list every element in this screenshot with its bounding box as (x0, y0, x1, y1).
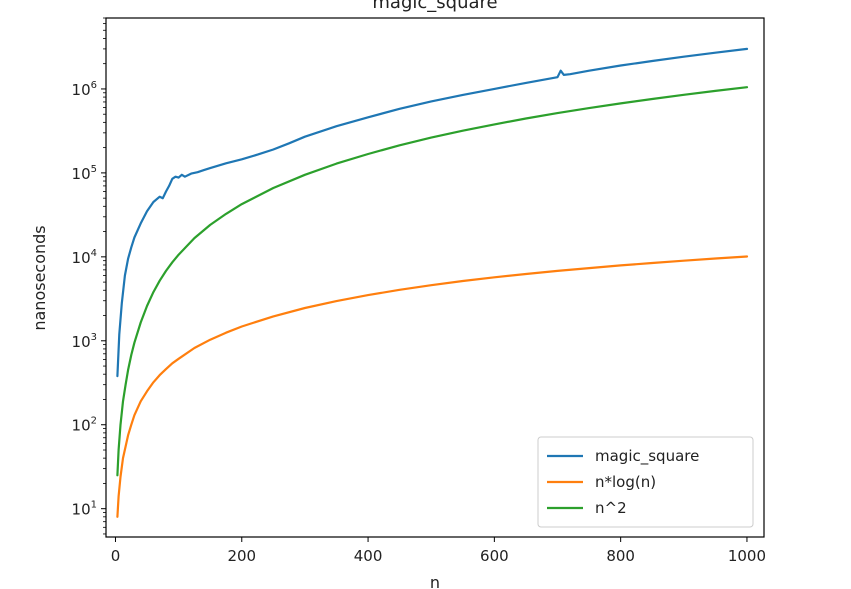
plot-area (116, 47, 749, 518)
x-tick-label-0: 0 (111, 547, 121, 565)
x-axis-label: n (430, 573, 440, 589)
y-tick-label-2: 103 (72, 332, 97, 351)
series-line-2 (116, 86, 749, 477)
y-axis-label: nanoseconds (30, 225, 49, 330)
legend-label-2: n^2 (595, 499, 627, 517)
y-axis: 101 102 103 104 105 106 (72, 17, 106, 535)
x-tick-label-3: 600 (480, 547, 509, 565)
legend-label-0: magic_square (595, 447, 699, 466)
legend-label-1: n*log(n) (595, 473, 656, 491)
x-tick-label-2: 400 (354, 547, 383, 565)
legend-box (537, 436, 754, 528)
series-line-0 (116, 47, 749, 378)
x-tick-label-1: 200 (227, 547, 256, 565)
y-tick-label-5: 106 (72, 80, 97, 99)
y-tick-label-1: 102 (72, 416, 97, 435)
chart-title: magic_square (372, 0, 497, 13)
x-tick-label-5: 1000 (728, 547, 766, 565)
x-tick-label-4: 800 (606, 547, 635, 565)
y-tick-label-0: 101 (72, 500, 97, 519)
legend: magic_square n*log(n) n^2 (537, 436, 754, 528)
series-line-1 (116, 255, 749, 518)
axes-frame (105, 17, 765, 538)
x-axis: 0 200 400 600 800 1000 (111, 537, 766, 565)
y-tick-label-3: 104 (72, 248, 97, 267)
y-tick-label-4: 105 (72, 164, 97, 183)
